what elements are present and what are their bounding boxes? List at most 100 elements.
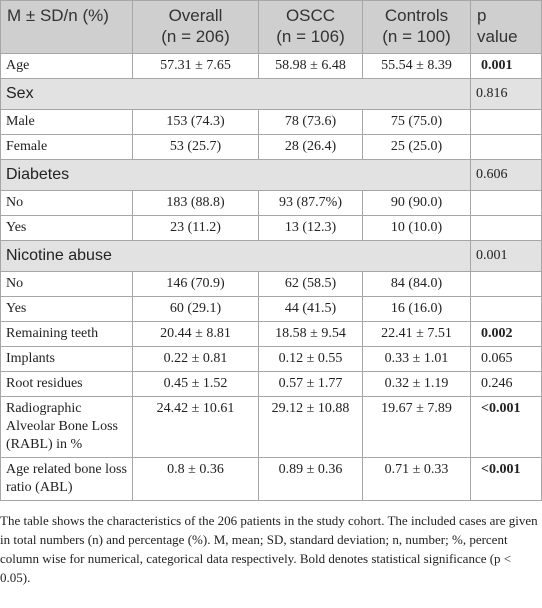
cell: 0.8 ± 0.36 xyxy=(132,457,259,501)
row-label: No xyxy=(0,271,133,297)
header-line: (n = 206) xyxy=(161,27,230,46)
p-value: <0.001 xyxy=(470,396,542,458)
row-label: No xyxy=(0,190,133,216)
row-label: Root residues xyxy=(0,371,133,397)
p-value xyxy=(470,215,542,241)
header-line: (n = 100) xyxy=(382,27,451,46)
cell: 0.71 ± 0.33 xyxy=(362,457,471,501)
p-value: 0.065 xyxy=(470,346,542,372)
p-value: 0.246 xyxy=(470,371,542,397)
data-row: No 183 (88.8) 93 (87.7%) 90 (90.0) xyxy=(0,190,542,216)
header-line: Controls xyxy=(384,6,449,25)
cell: 20.44 ± 8.81 xyxy=(132,321,259,347)
p-value xyxy=(470,271,542,297)
header-line: Overall xyxy=(168,6,223,25)
p-value xyxy=(470,190,542,216)
cell: 60 (29.1) xyxy=(132,296,259,322)
data-row: Yes 60 (29.1) 44 (41.5) 16 (16.0) xyxy=(0,296,542,322)
cell: 93 (87.7%) xyxy=(258,190,363,216)
cell: 29.12 ± 10.88 xyxy=(258,396,363,458)
cell: 0.89 ± 0.36 xyxy=(258,457,363,501)
cell: 55.54 ± 8.39 xyxy=(362,53,471,79)
cell: 53 (25.7) xyxy=(132,134,259,160)
row-label: Age xyxy=(0,53,133,79)
p-value: 0.002 xyxy=(470,321,542,347)
row-label: Implants xyxy=(0,346,133,372)
header-line: M ± SD/n (%) xyxy=(7,6,109,25)
cell: 78 (73.6) xyxy=(258,109,363,135)
header-cell: Overall (n = 206) xyxy=(132,0,259,54)
section-row: Sex 0.816 xyxy=(0,78,542,110)
cell: 28 (26.4) xyxy=(258,134,363,160)
header-cell: OSCC (n = 106) xyxy=(258,0,363,54)
section-label: Sex xyxy=(0,78,471,110)
cell: 10 (10.0) xyxy=(362,215,471,241)
cell: 22.41 ± 7.51 xyxy=(362,321,471,347)
cell: 183 (88.8) xyxy=(132,190,259,216)
data-row: Yes 23 (11.2) 13 (12.3) 10 (10.0) xyxy=(0,215,542,241)
section-label: Diabetes xyxy=(0,159,471,191)
row-label: Female xyxy=(0,134,133,160)
table-body: Age 57.31 ± 7.65 58.98 ± 6.48 55.54 ± 8.39 0… xyxy=(0,53,542,501)
row-label: Age related bone loss ratio (ABL) xyxy=(0,457,133,501)
cell: 0.45 ± 1.52 xyxy=(132,371,259,397)
data-row: No 146 (70.9) 62 (58.5) 84 (84.0) xyxy=(0,271,542,297)
data-row: Implants 0.22 ± 0.81 0.12 ± 0.55 0.33 ± 1.0… xyxy=(0,346,542,372)
cell: 23 (11.2) xyxy=(132,215,259,241)
header-line: p xyxy=(477,6,487,25)
header-line: OSCC xyxy=(285,6,336,25)
data-row: Male 153 (74.3) 78 (73.6) 75 (75.0) xyxy=(0,109,542,135)
cell: 18.58 ± 9.54 xyxy=(258,321,363,347)
p-value xyxy=(470,109,542,135)
p-value: <0.001 xyxy=(470,457,542,501)
section-row: Nicotine abuse 0.001 xyxy=(0,240,542,272)
cell: 0.12 ± 0.55 xyxy=(258,346,363,372)
cell: 0.22 ± 0.81 xyxy=(132,346,259,372)
data-row: Age related bone loss ratio (ABL) 0.8 ± 0… xyxy=(0,457,542,501)
header-line: (n = 106) xyxy=(276,27,345,46)
p-value: 0.816 xyxy=(470,78,542,110)
cell: 153 (74.3) xyxy=(132,109,259,135)
cell: 13 (12.3) xyxy=(258,215,363,241)
p-value: 0.001 xyxy=(470,53,542,79)
cell: 16 (16.0) xyxy=(362,296,471,322)
header-cell: M ± SD/n (%) xyxy=(0,0,133,54)
data-table: M ± SD/n (%) Overall (n = 206) OSCC (n = 106… xyxy=(0,0,542,501)
cell: 62 (58.5) xyxy=(258,271,363,297)
header-cell: p value xyxy=(470,0,542,54)
cell: 75 (75.0) xyxy=(362,109,471,135)
p-value: 0.001 xyxy=(470,240,542,272)
row-label: Male xyxy=(0,109,133,135)
cell: 58.98 ± 6.48 xyxy=(258,53,363,79)
p-value: 0.606 xyxy=(470,159,542,191)
cell: 19.67 ± 7.89 xyxy=(362,396,471,458)
cell: 0.57 ± 1.77 xyxy=(258,371,363,397)
cell: 146 (70.9) xyxy=(132,271,259,297)
footnote: The table shows the characteristics of t… xyxy=(0,513,538,585)
row-label: Yes xyxy=(0,296,133,322)
cell: 0.32 ± 1.19 xyxy=(362,371,471,397)
data-row: Age 57.31 ± 7.65 58.98 ± 6.48 55.54 ± 8.39 0… xyxy=(0,53,542,79)
data-row: Female 53 (25.7) 28 (26.4) 25 (25.0) xyxy=(0,134,542,160)
p-value xyxy=(470,296,542,322)
data-row: Remaining teeth 20.44 ± 8.81 18.58 ± 9.54 2… xyxy=(0,321,542,347)
p-value xyxy=(470,134,542,160)
row-label: Yes xyxy=(0,215,133,241)
header-line: value xyxy=(477,27,518,46)
row-label: Remaining teeth xyxy=(0,321,133,347)
data-row: Radiographic Alveolar Bone Loss (RABL) i… xyxy=(0,396,542,458)
cell: 24.42 ± 10.61 xyxy=(132,396,259,458)
cell: 57.31 ± 7.65 xyxy=(132,53,259,79)
data-row: Root residues 0.45 ± 1.52 0.57 ± 1.77 0.32 … xyxy=(0,371,542,397)
section-label: Nicotine abuse xyxy=(0,240,471,272)
header-row: M ± SD/n (%) Overall (n = 206) OSCC (n = 106… xyxy=(0,0,542,54)
row-label: Radiographic Alveolar Bone Loss (RABL) i… xyxy=(0,396,133,458)
cell: 84 (84.0) xyxy=(362,271,471,297)
cell: 25 (25.0) xyxy=(362,134,471,160)
header-cell: Controls (n = 100) xyxy=(362,0,471,54)
cell: 90 (90.0) xyxy=(362,190,471,216)
section-row: Diabetes 0.606 xyxy=(0,159,542,191)
cell: 44 (41.5) xyxy=(258,296,363,322)
cell: 0.33 ± 1.01 xyxy=(362,346,471,372)
